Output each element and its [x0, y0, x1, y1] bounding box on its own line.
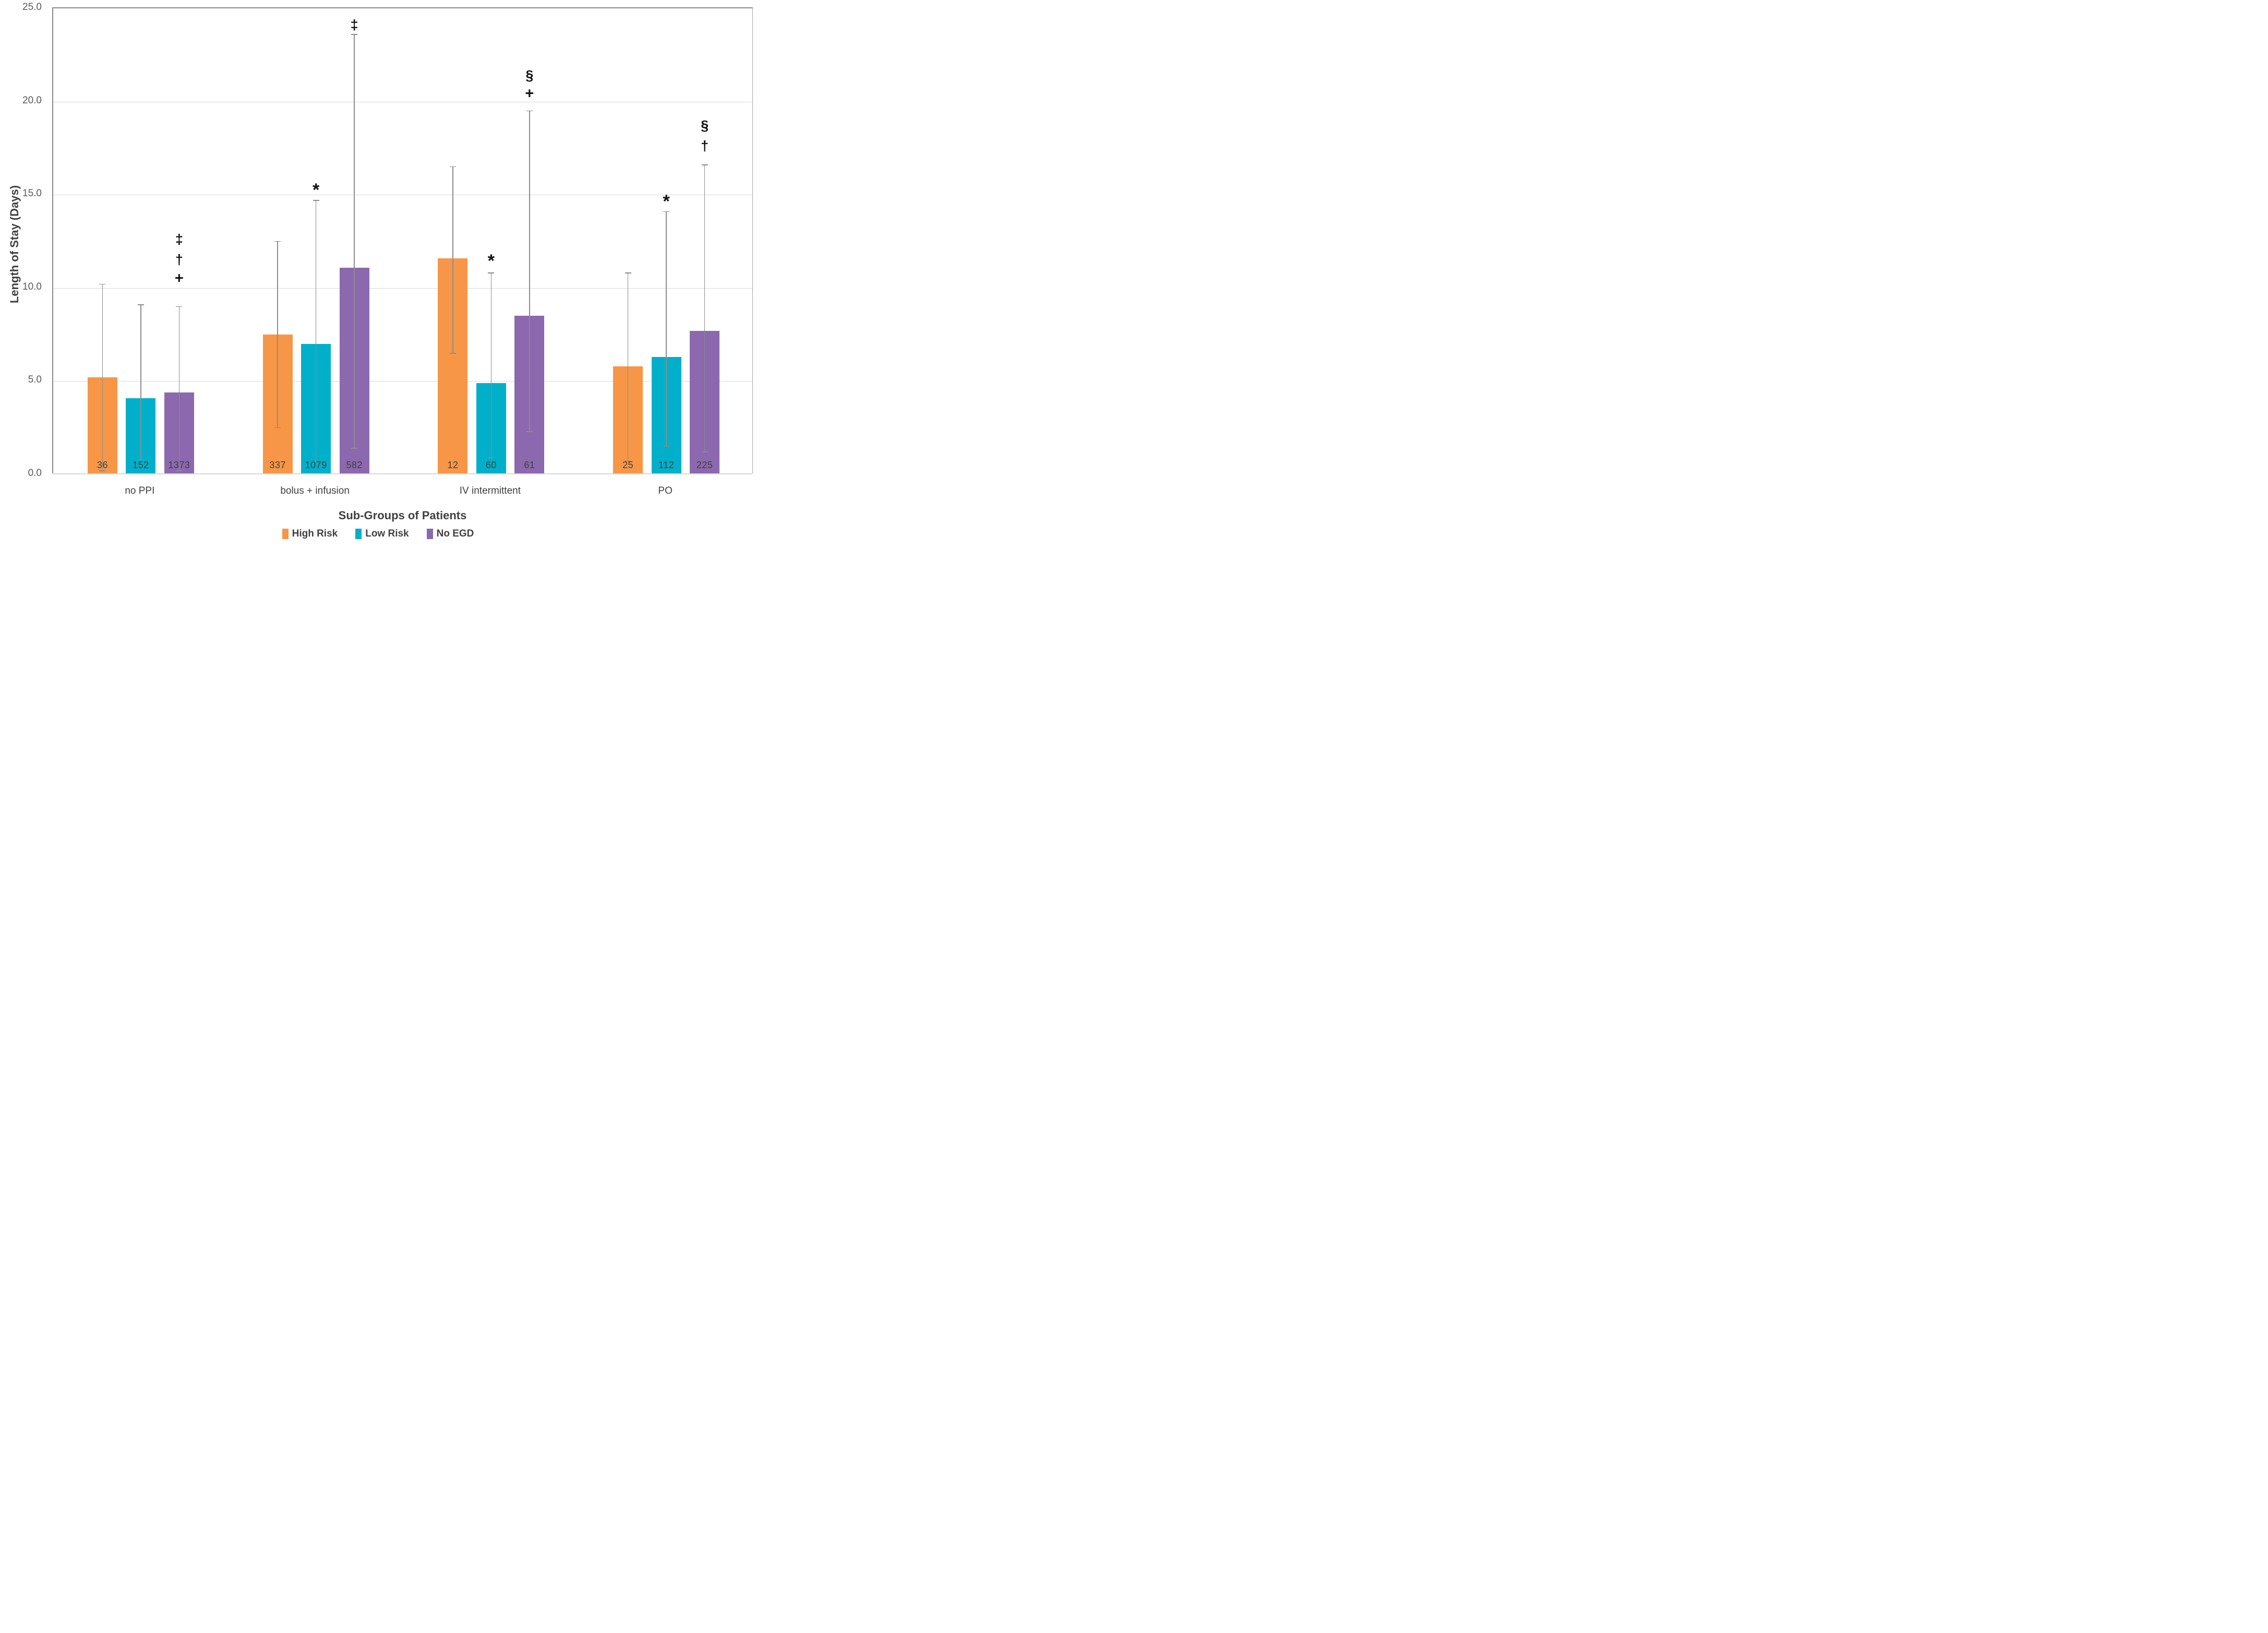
x-axis-title: Sub-Groups of Patients	[338, 509, 467, 522]
error-bar	[354, 34, 355, 448]
plot-area: 36 152 1373 ‡ † +337 1079 * 582 ‡ 12 60 * 61 § +25 112 * 2…	[52, 7, 753, 474]
error-cap-bottom	[99, 470, 106, 471]
gridline-y-10.0	[53, 288, 752, 289]
error-cap-bottom	[625, 461, 631, 462]
error-cap-bottom	[274, 427, 281, 428]
bar-count-label: 12	[447, 460, 459, 470]
legend-swatch-icon	[355, 529, 362, 539]
bar-count-label: 1079	[305, 460, 327, 470]
legend-item-no-egd: No EGD	[426, 528, 474, 540]
error-cap-bottom	[176, 470, 183, 471]
length-of-stay-bar-chart: Length of Stay (Days) 36 152 1373 ‡ † +337 107…	[0, 0, 756, 544]
x-category-label-bolus-infusion: bolus + infusion	[280, 485, 350, 496]
bar-count-label: 36	[97, 460, 108, 470]
significance-annotation: §	[525, 67, 534, 84]
bar-count-label: 60	[485, 460, 497, 470]
significance-annotation: *	[487, 251, 495, 271]
error-bar	[627, 273, 629, 461]
legend-label: No EGD	[436, 528, 474, 539]
significance-annotation: †	[701, 138, 709, 154]
error-cap-bottom	[137, 459, 144, 460]
significance-annotation: +	[174, 270, 184, 287]
error-cap-top	[625, 272, 631, 273]
error-cap-top	[663, 211, 670, 212]
error-bar	[666, 211, 667, 447]
error-bar	[277, 241, 278, 428]
error-cap-bottom	[526, 431, 533, 432]
bar-count-label: 225	[696, 460, 713, 470]
bar-count-label: 582	[346, 460, 363, 470]
error-cap-bottom	[701, 451, 708, 452]
error-bar	[315, 200, 317, 461]
legend-label: High Risk	[292, 528, 338, 539]
x-axis-line	[53, 473, 752, 474]
error-cap-top	[526, 110, 533, 112]
x-category-label-po: PO	[658, 485, 673, 496]
error-cap-top	[176, 306, 183, 307]
y-tick-label-15.0: 15.0	[22, 188, 42, 199]
error-bar	[529, 111, 530, 432]
error-bar	[490, 273, 492, 458]
y-tick-label-20.0: 20.0	[22, 94, 42, 106]
bar-count-label: 337	[269, 460, 286, 470]
error-cap-top	[701, 164, 708, 165]
error-cap-top	[351, 34, 358, 35]
y-tick-label-0.0: 0.0	[28, 468, 42, 479]
legend-item-high-risk: High Risk	[282, 528, 338, 540]
y-tick-label-10.0: 10.0	[22, 281, 42, 292]
error-cap-top	[274, 241, 281, 242]
gridline-y-5.0	[53, 381, 752, 382]
bar-count-label: 112	[658, 460, 675, 470]
error-cap-top	[99, 283, 106, 285]
bar-count-label: 25	[622, 460, 634, 470]
error-bar	[140, 304, 141, 460]
bar-count-label: 1373	[168, 460, 190, 470]
error-cap-bottom	[488, 457, 495, 458]
x-category-label-no-ppi: no PPI	[125, 485, 155, 496]
error-bar	[452, 166, 453, 353]
significance-annotation: ‡	[350, 17, 358, 33]
significance-annotation: *	[313, 180, 320, 200]
significance-annotation: §	[701, 117, 709, 134]
x-category-label-iv-intermittent: IV intermittent	[459, 485, 521, 496]
legend-label: Low Risk	[365, 528, 409, 539]
significance-annotation: +	[525, 85, 534, 102]
y-tick-label-5.0: 5.0	[28, 374, 42, 386]
significance-annotation: †	[175, 252, 183, 268]
legend-swatch-icon	[282, 529, 289, 539]
error-cap-bottom	[663, 446, 670, 447]
error-cap-top	[313, 200, 319, 201]
legend-swatch-icon	[426, 529, 433, 539]
error-bar	[178, 306, 180, 471]
y-tick-label-25.0: 25.0	[22, 2, 42, 13]
legend-item-low-risk: Low Risk	[355, 528, 409, 540]
error-cap-bottom	[351, 448, 358, 449]
bar-count-label: 152	[133, 460, 149, 470]
error-cap-bottom	[449, 353, 456, 354]
bar-count-label: 61	[524, 460, 535, 470]
error-bar	[704, 165, 705, 452]
error-cap-bottom	[313, 461, 319, 462]
error-cap-top	[488, 272, 495, 273]
error-cap-top	[449, 166, 456, 168]
legend: High Risk Low Risk No EGD	[0, 528, 756, 540]
significance-annotation: *	[663, 191, 670, 211]
significance-annotation: ‡	[175, 231, 183, 247]
error-bar	[102, 284, 103, 471]
error-cap-top	[137, 304, 144, 305]
